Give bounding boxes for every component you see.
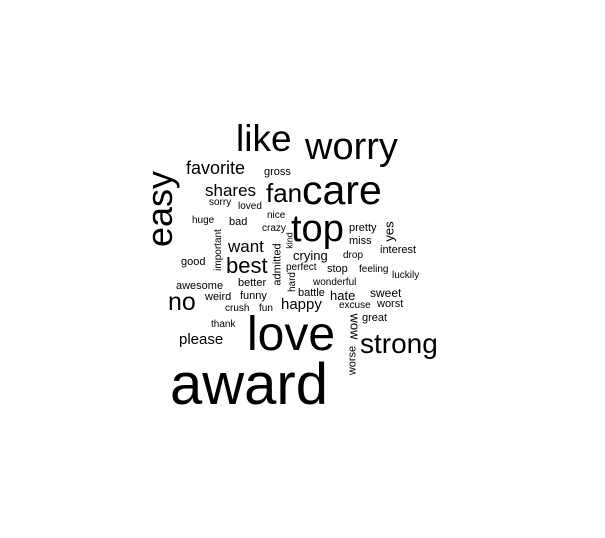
word-battle: battle <box>298 287 325 299</box>
word-fan: fan <box>266 178 303 208</box>
word-top: top <box>291 208 344 250</box>
word-happy: happy <box>281 296 322 313</box>
word-feeling: feeling <box>359 264 389 275</box>
word-love: love <box>247 308 336 361</box>
word-fun: fun <box>259 303 273 314</box>
word-no: no <box>168 288 196 316</box>
word-worst: worst <box>377 298 404 310</box>
word-crazy: crazy <box>262 223 286 234</box>
word-worry: worry <box>305 126 398 168</box>
word-gross: gross <box>264 166 291 178</box>
word-sweet: sweet <box>370 286 402 300</box>
word-nice: nice <box>267 210 286 221</box>
word-miss: miss <box>349 235 372 247</box>
word-important: important <box>213 229 224 271</box>
word-favorite: favorite <box>186 158 246 178</box>
word-drop: drop <box>343 250 364 261</box>
word-luckily: luckily <box>392 270 420 281</box>
word-thank: thank <box>211 319 236 330</box>
word-shares: shares <box>205 181 257 200</box>
word-award: award <box>170 352 328 417</box>
word-excuse: excuse <box>339 300 371 311</box>
word-yes: yes <box>381 221 397 242</box>
word-want: want <box>228 237 264 256</box>
word-awesome: awesome <box>176 280 224 292</box>
word-great: great <box>362 312 388 324</box>
word-easy: easy <box>139 170 180 248</box>
word-pretty: pretty <box>349 222 377 234</box>
word-sorry: sorry <box>209 197 232 208</box>
word-perfect: perfect <box>286 262 317 273</box>
word-huge: huge <box>192 215 215 226</box>
word-like: like <box>236 118 292 159</box>
word-interest: interest <box>380 244 417 256</box>
word-bad: bad <box>229 216 248 228</box>
word-care: care <box>302 167 382 213</box>
word-kind: kind <box>284 232 295 249</box>
word-weird: weird <box>205 291 232 303</box>
word-stop: stop <box>327 263 348 275</box>
word-hard: hard <box>287 272 298 293</box>
word-good: good <box>181 256 206 268</box>
word-please: please <box>179 331 224 348</box>
word-better: better <box>238 277 267 289</box>
word-best: best <box>226 253 268 278</box>
word-crush: crush <box>225 303 250 314</box>
word-strong: strong <box>360 328 438 359</box>
word-worse: worse <box>346 345 359 376</box>
word-admitted: admitted <box>271 243 284 286</box>
word-hate: hate <box>330 288 356 303</box>
word-funny: funny <box>240 290 267 302</box>
word-loved: loved <box>238 201 262 212</box>
word-crying: crying <box>293 248 328 263</box>
word-wow: wow <box>347 313 363 340</box>
word-wonderful: wonderful <box>313 277 357 288</box>
